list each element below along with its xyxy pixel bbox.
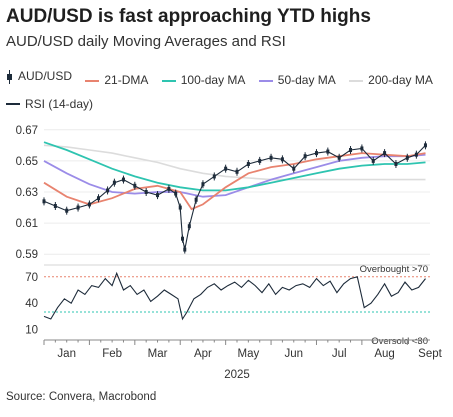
candle-body — [181, 236, 185, 241]
candle-body — [156, 193, 160, 198]
candle-body — [42, 199, 46, 204]
candle-body — [360, 146, 364, 151]
legend-label: 21-DMA — [104, 73, 149, 87]
candle-body — [174, 191, 178, 196]
candle-body — [292, 166, 296, 171]
line-swatch-icon — [258, 79, 273, 82]
source-note: Source: Convera, Macrobond — [6, 391, 157, 403]
x-tick-label: Mar — [148, 348, 168, 360]
line-swatch-icon — [85, 79, 100, 82]
legend-label: AUD/USD — [18, 69, 73, 83]
candle-icon — [6, 69, 13, 84]
legend: AUD/USD 21-DMA 100-day MA 50-day MA 200-… — [6, 66, 446, 115]
candle-body — [303, 154, 307, 159]
x-tick-label: Jul — [332, 348, 347, 360]
candle-body — [178, 205, 182, 210]
x-axis: Jan Feb Mar Apr May Jun Jul Aug Sept 2025 — [43, 339, 443, 381]
series-line-100-day-ma — [43, 141, 426, 192]
legend-item-audusd: AUD/USD — [6, 66, 72, 87]
candle-body — [326, 149, 330, 154]
candle-body — [53, 204, 57, 208]
candle-body — [76, 205, 80, 210]
x-tick-label: May — [237, 348, 259, 360]
candle-body — [212, 174, 216, 179]
candle-body — [235, 169, 239, 174]
x-tick-label: Feb — [102, 348, 122, 360]
x-tick-label: Aug — [374, 348, 394, 360]
candle-body — [201, 182, 205, 187]
candle-body — [183, 247, 187, 252]
legend-item-21dma: 21-DMA — [85, 70, 148, 91]
series-line-audusd — [43, 144, 426, 250]
x-tick-label: Apr — [194, 348, 212, 360]
overbought-label: Overbought >70 — [360, 264, 428, 275]
candle-body — [258, 158, 262, 163]
line-swatch-icon — [349, 79, 364, 82]
candle-body — [280, 157, 284, 162]
candle-body — [106, 188, 110, 193]
candle-body — [112, 180, 116, 185]
legend-label: 200-day MA — [368, 73, 433, 87]
x-tick-label: Sept — [418, 348, 442, 360]
candle-body — [167, 186, 171, 191]
candle-body — [246, 162, 250, 166]
rsi-tick-label: 40 — [25, 298, 38, 310]
series-line-200-day-ma — [43, 144, 426, 181]
candle-body — [314, 151, 318, 156]
price-tick-label: 0.65 — [16, 156, 38, 168]
series-line-rsi — [43, 271, 426, 321]
legend-item-200dma: 200-day MA — [349, 70, 433, 91]
legend-label: 100-day MA — [180, 73, 246, 87]
candle-body — [87, 202, 91, 207]
legend-label: RSI (14-day) — [25, 96, 94, 111]
candle-body — [371, 158, 375, 163]
candle-body — [144, 190, 148, 194]
legend-item-100dma: 100-day MA — [161, 70, 246, 91]
candle-body — [65, 208, 69, 213]
candle-body — [423, 143, 427, 148]
legend-item-50dma: 50-day MA — [258, 70, 336, 91]
legend-item-rsi: RSI (14-day) — [6, 94, 93, 115]
candle-body — [337, 155, 341, 160]
line-swatch-icon — [161, 79, 176, 82]
candle-body — [394, 162, 398, 166]
x-year-label: 2025 — [224, 369, 250, 381]
legend-label: 50-day MA — [277, 73, 336, 87]
rsi-panel: 10 40 70 Overbought >70 Oversold <30 — [25, 264, 430, 347]
candle-body — [194, 197, 198, 202]
candle-body — [133, 183, 137, 188]
series-line-21-dma — [43, 152, 426, 211]
candle-body — [414, 152, 418, 157]
candle-body — [121, 177, 125, 182]
candle-body — [96, 196, 100, 201]
price-tick-label: 0.67 — [16, 125, 38, 137]
rsi-tick-label: 10 — [25, 325, 38, 337]
price-panel: 0.59 0.61 0.63 0.65 0.67 — [16, 125, 430, 261]
chart-subtitle: AUD/USD daily Moving Averages and RSI — [6, 33, 286, 50]
price-tick-label: 0.61 — [16, 218, 38, 230]
line-swatch-icon — [6, 103, 20, 105]
candle-body — [383, 151, 387, 156]
candle-body — [405, 155, 409, 160]
price-tick-label: 0.63 — [16, 187, 38, 199]
candle-body — [269, 155, 273, 160]
x-tick-label: Jun — [284, 348, 303, 360]
rsi-tick-label: 70 — [25, 272, 38, 284]
candle-body — [224, 166, 228, 171]
candle-body — [187, 224, 191, 229]
x-tick-label: Jan — [57, 348, 76, 360]
price-tick-label: 0.59 — [16, 249, 38, 261]
candle-body — [349, 148, 353, 152]
oversold-label: Oversold <30 — [371, 336, 428, 347]
chart-title: AUD/USD is fast approaching YTD highs — [6, 6, 371, 27]
